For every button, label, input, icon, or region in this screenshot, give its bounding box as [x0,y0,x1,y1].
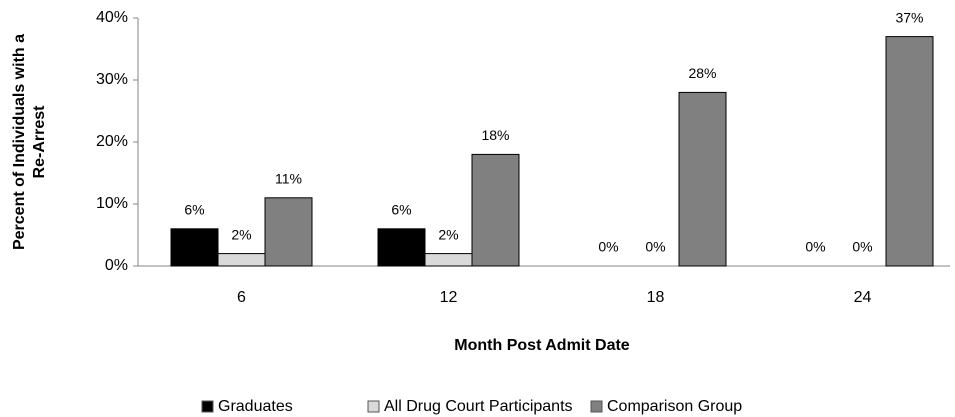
legend-label: Comparison Group [607,398,742,415]
legend-label: All Drug Court Participants [384,398,573,415]
x-tick-label: 18 [647,289,665,306]
x-tick-label: 24 [854,289,872,306]
value-label: 6% [184,202,204,218]
value-label: 0% [805,239,825,255]
legend-label: Graduates [218,398,293,415]
x-axis-label: Month Post Admit Date [454,337,630,354]
y-axis-label-line: Percent of Individuals with a [11,34,28,250]
bar [264,197,313,267]
value-label: 6% [391,202,411,218]
value-label: 18% [481,127,509,143]
bar [678,91,727,267]
value-label: 0% [645,239,665,255]
x-tick-label: 6 [237,289,246,306]
bar [885,36,934,267]
y-tick-label: 0% [105,257,128,274]
value-label: 2% [231,226,251,242]
y-tick-label: 20% [96,133,128,150]
y-tick-label: 30% [96,71,128,88]
legend-swatch [367,400,380,413]
bar [471,153,520,267]
bar [217,253,266,267]
value-label: 2% [438,226,458,242]
y-tick-label: 40% [96,9,128,26]
y-tick-label: 10% [96,195,128,212]
bar [170,228,219,267]
value-label: 0% [598,239,618,255]
value-label: 28% [688,65,716,81]
legend-swatch [201,400,214,413]
legend-swatch [590,400,603,413]
bar [424,253,473,267]
bar [377,228,426,267]
value-label: 37% [895,9,923,25]
value-label: 11% [275,171,302,187]
y-axis-label: Percent of Individuals with a Re-Arrest [11,34,48,250]
value-label: 0% [852,239,872,255]
y-axis-label-line: Re-Arrest [31,105,48,179]
x-tick-label: 12 [440,289,458,306]
